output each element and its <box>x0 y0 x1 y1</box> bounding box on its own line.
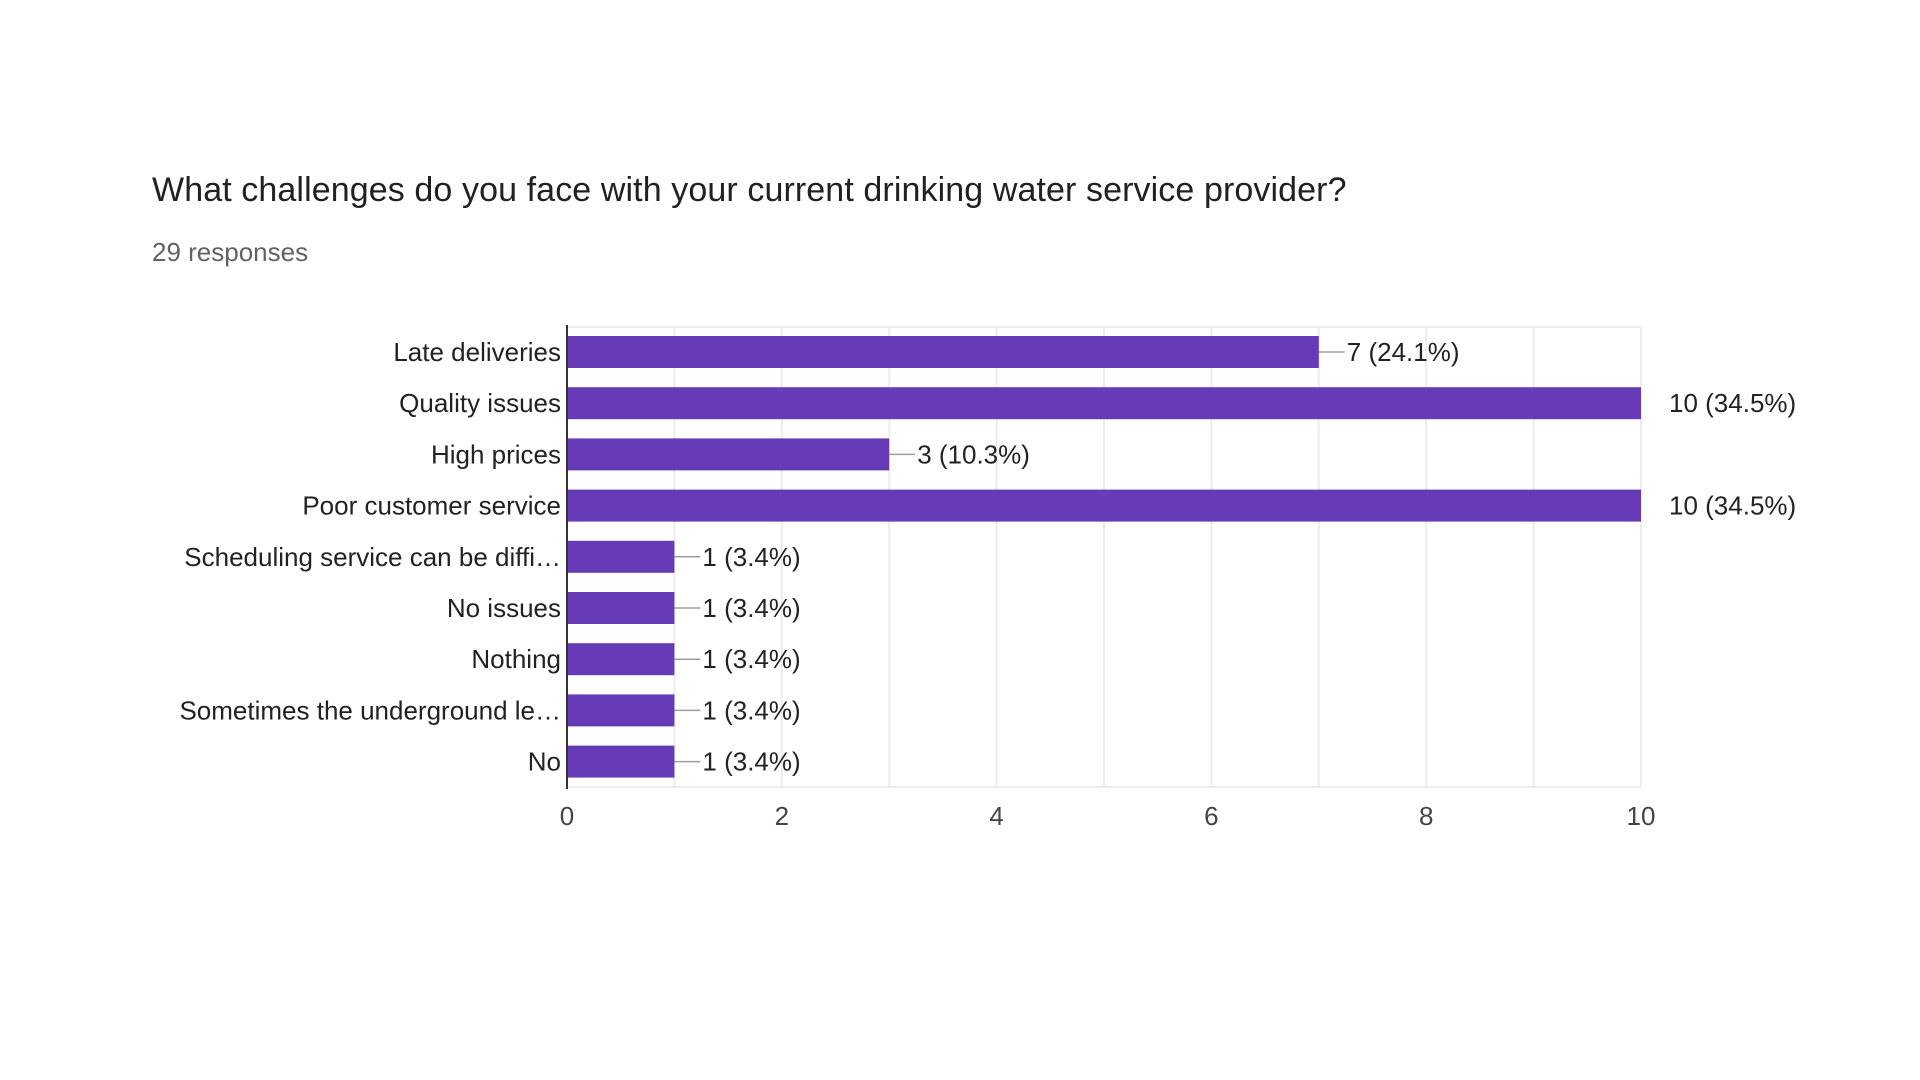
category-label: No issues <box>447 593 561 623</box>
bar <box>567 694 675 727</box>
value-label: 1 (3.4%) <box>702 593 800 623</box>
labels: Late deliveries 7 (24.1%) Quality issues 10… <box>179 337 1796 831</box>
value-label: 1 (3.4%) <box>702 695 800 725</box>
bar <box>567 387 1641 420</box>
category-label: No <box>528 747 561 777</box>
category-label: Quality issues <box>399 388 561 418</box>
bar <box>567 643 675 676</box>
x-tick-label: 6 <box>1204 801 1218 831</box>
x-tick-label: 2 <box>775 801 789 831</box>
value-label: 10 (34.5%) <box>1669 491 1796 521</box>
value-label: 1 (3.4%) <box>702 542 800 572</box>
x-tick-label: 8 <box>1419 801 1433 831</box>
question-title: What challenges do you face with your cu… <box>152 171 1347 209</box>
category-label: Scheduling service can be diffi… <box>184 542 561 572</box>
category-label: Sometimes the underground le… <box>179 695 561 725</box>
bar <box>567 745 675 778</box>
category-label: Late deliveries <box>393 337 561 367</box>
category-label: High prices <box>431 439 561 469</box>
value-label: 1 (3.4%) <box>702 747 800 777</box>
x-tick-label: 4 <box>989 801 1003 831</box>
value-label: 1 (3.4%) <box>702 644 800 674</box>
value-label: 10 (34.5%) <box>1669 388 1796 418</box>
category-label: Nothing <box>471 644 561 674</box>
bar <box>567 540 675 573</box>
value-label: 3 (10.3%) <box>917 439 1030 469</box>
bars <box>567 336 1641 778</box>
response-count: 29 responses <box>152 237 309 267</box>
bar <box>567 438 890 471</box>
bar <box>567 592 675 624</box>
category-label: Poor customer service <box>302 491 561 521</box>
x-tick-label: 10 <box>1627 801 1656 831</box>
bar <box>567 489 1641 522</box>
x-tick-label: 0 <box>560 801 574 831</box>
value-label: 7 (24.1%) <box>1347 337 1460 367</box>
bar <box>567 336 1319 368</box>
